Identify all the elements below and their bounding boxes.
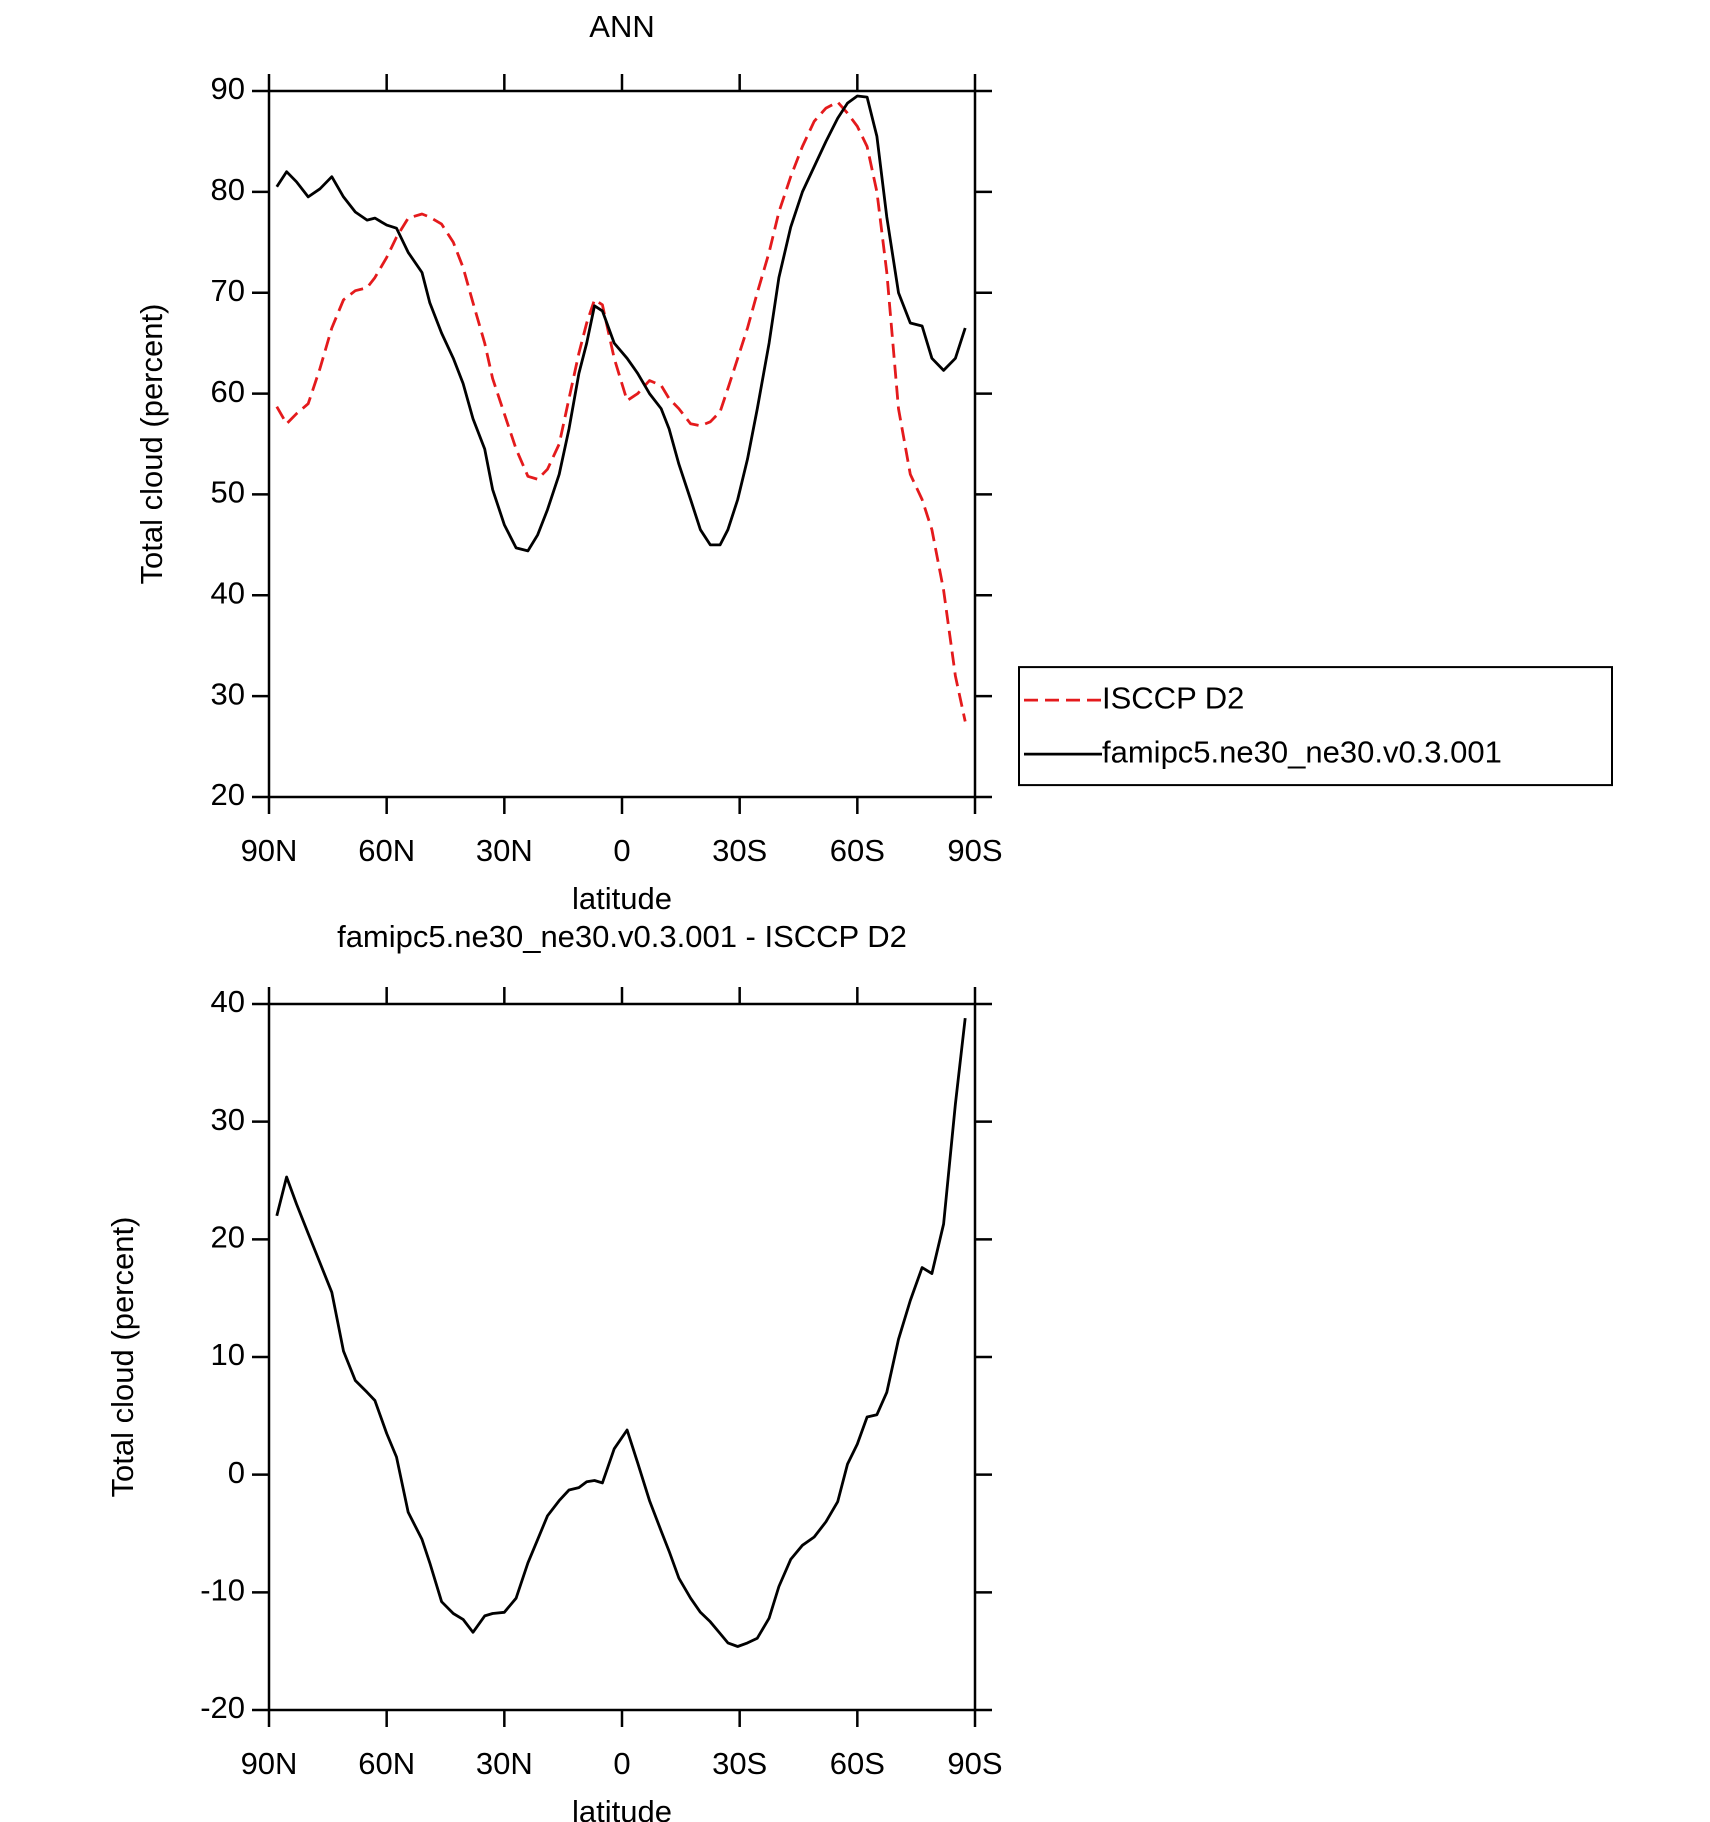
y-tick-label: 10	[211, 1337, 245, 1372]
y-tick-label: 90	[211, 71, 245, 106]
y-tick-label: -10	[200, 1573, 245, 1608]
x-tick-label: 0	[613, 1746, 630, 1781]
plot-frame	[267, 89, 977, 799]
x-tick-label: 90S	[947, 1746, 1002, 1781]
x-tick-label: 30S	[712, 1746, 767, 1781]
chart-title: ANN	[589, 9, 654, 44]
x-tick-label: 60S	[830, 833, 885, 868]
y-tick-label: 0	[228, 1455, 245, 1490]
x-tick-label: 30N	[476, 1746, 533, 1781]
data-line	[275, 94, 967, 553]
y-tick-label: 60	[211, 374, 245, 409]
plot-frame	[267, 1002, 977, 1712]
x-tick-label: 90N	[241, 833, 298, 868]
y-axis-label: Total cloud (percent)	[105, 1217, 140, 1498]
y-tick-label: 70	[211, 273, 245, 308]
x-tick-label: 90N	[241, 1746, 298, 1781]
x-tick-label: 0	[613, 833, 630, 868]
y-tick-label: 50	[211, 475, 245, 510]
y-tick-label: -20	[200, 1690, 245, 1725]
y-tick-label: 40	[211, 575, 245, 610]
x-axis-label: latitude	[572, 1794, 672, 1822]
x-tick-label: 60S	[830, 1746, 885, 1781]
x-tick-label: 60N	[358, 833, 415, 868]
legend-label: famipc5.ne30_ne30.v0.3.001	[1102, 734, 1502, 769]
data-line	[275, 100, 967, 722]
x-tick-label: 30S	[712, 833, 767, 868]
x-tick-label: 90S	[947, 833, 1002, 868]
y-tick-label: 20	[211, 1220, 245, 1255]
y-tick-label: 80	[211, 172, 245, 207]
chart-title: famipc5.ne30_ne30.v0.3.001 - ISCCP D2	[337, 919, 907, 954]
y-axis-label: Total cloud (percent)	[134, 304, 169, 585]
x-axis-label: latitude	[572, 881, 672, 916]
y-tick-label: 30	[211, 1102, 245, 1137]
data-line	[275, 1017, 967, 1648]
legend-box	[1018, 666, 1613, 787]
y-tick-label: 40	[211, 984, 245, 1019]
x-tick-label: 30N	[476, 833, 533, 868]
y-tick-label: 30	[211, 676, 245, 711]
y-tick-label: 20	[211, 777, 245, 812]
legend-label: ISCCP D2	[1102, 680, 1244, 715]
x-tick-label: 60N	[358, 1746, 415, 1781]
